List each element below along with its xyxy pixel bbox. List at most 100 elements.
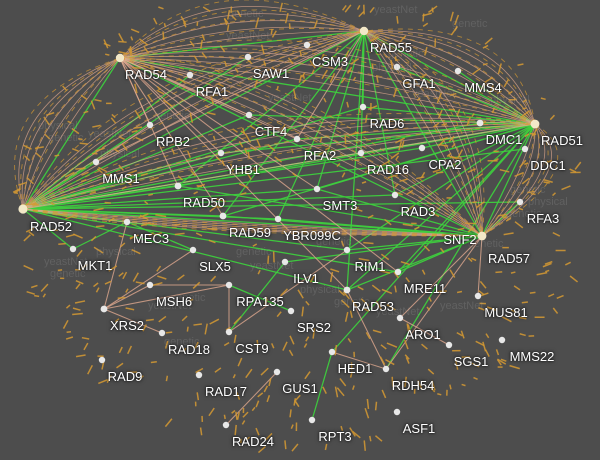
graph-edge <box>399 235 483 319</box>
graph-edge <box>477 235 483 297</box>
graph-node-ddc1[interactable] <box>521 145 529 153</box>
graph-edge <box>126 221 194 251</box>
graph-edge <box>331 351 387 370</box>
graph-node-hed1[interactable] <box>328 348 336 356</box>
graph-node-csm3[interactable] <box>303 41 311 49</box>
graph-edge <box>119 57 536 125</box>
graph-edge <box>22 194 396 210</box>
graph-node-ilv1[interactable] <box>281 258 289 266</box>
graph-edge <box>277 218 483 237</box>
graph-edge <box>22 188 318 210</box>
graph-node-rad54[interactable] <box>115 53 125 63</box>
graph-node-snf2[interactable] <box>477 231 487 241</box>
graph-node-rfa2[interactable] <box>293 135 301 143</box>
graph-node-rad59[interactable] <box>219 212 227 220</box>
graph-edge <box>284 235 483 263</box>
graph-node-yhb1[interactable] <box>217 149 225 157</box>
graph-node-rpa135[interactable] <box>225 281 233 289</box>
graph-node-cst9[interactable] <box>225 328 233 336</box>
graph-node-slx5[interactable] <box>189 246 197 254</box>
graph-edge <box>385 123 536 370</box>
graph-node-mms4[interactable] <box>454 67 462 75</box>
graph-edge <box>22 208 348 291</box>
graph-node-rpb2[interactable] <box>146 121 154 129</box>
graph-node-ybr099c[interactable] <box>274 215 282 223</box>
graph-edge <box>22 57 121 210</box>
graph-edge <box>22 74 191 210</box>
graph-edge <box>346 123 536 251</box>
graph-node-mms22[interactable] <box>498 336 506 344</box>
graph-edge <box>119 57 151 126</box>
graph-node-msh6[interactable] <box>146 281 154 289</box>
graph-edge <box>399 317 450 346</box>
graph-node-sgs1[interactable] <box>445 341 453 349</box>
graph-node-xrs2[interactable] <box>100 305 108 313</box>
graph-edge <box>228 249 348 333</box>
graph-edge <box>225 371 278 426</box>
graph-edge <box>316 30 365 190</box>
graph-node-rad17[interactable] <box>195 371 203 379</box>
graph-node-rad24[interactable] <box>222 421 230 429</box>
graph-node-cpa2[interactable] <box>418 144 426 152</box>
graph-node-rad53[interactable] <box>343 286 351 294</box>
graph-edge <box>363 30 396 196</box>
graph-node-srs2[interactable] <box>287 307 295 315</box>
graph-node-rdh54[interactable] <box>382 365 390 373</box>
graph-node-asf1[interactable] <box>393 408 401 416</box>
graph-edge <box>22 123 536 210</box>
graph-node-gus1[interactable] <box>273 368 281 376</box>
graph-node-rad55[interactable] <box>359 26 369 36</box>
graph-node-rim1[interactable] <box>343 246 351 254</box>
graph-edge <box>22 208 483 237</box>
graph-node-dmc1[interactable] <box>476 119 484 127</box>
graph-edge <box>22 208 74 250</box>
graph-edge <box>103 249 194 310</box>
graph-node-mms1[interactable] <box>92 158 100 166</box>
graph-node-rfa1[interactable] <box>186 71 194 79</box>
graph-node-rad16[interactable] <box>357 149 365 157</box>
graph-edge <box>362 30 365 108</box>
graph-node-smt3[interactable] <box>313 185 321 193</box>
graph-edge <box>385 235 483 370</box>
graph-edge <box>22 148 526 210</box>
graph-node-rad9[interactable] <box>98 356 106 364</box>
graph-edge <box>331 123 536 353</box>
graph-edge <box>103 284 151 310</box>
graph-node-rad52[interactable] <box>18 204 28 214</box>
graph-node-mus81[interactable] <box>474 292 482 300</box>
graph-edge <box>119 30 365 59</box>
graph-node-rfa3[interactable] <box>516 198 524 206</box>
graph-edge <box>95 124 151 163</box>
graph-edge <box>296 30 365 140</box>
graph-node-rad6[interactable] <box>359 103 367 111</box>
graph-node-gfa1[interactable] <box>393 63 401 71</box>
graph-edge <box>119 57 483 237</box>
graph-node-mkt1[interactable] <box>69 245 77 253</box>
graph-edge <box>228 284 292 312</box>
graph-edge <box>394 123 536 196</box>
graph-node-saw1[interactable] <box>244 53 252 61</box>
graph-edge <box>363 30 483 237</box>
graph-node-rad18[interactable] <box>158 329 166 337</box>
graph-edge <box>311 351 333 421</box>
graph-edge <box>177 185 483 237</box>
graph-node-rad3[interactable] <box>391 191 399 199</box>
graph-node-mre11[interactable] <box>394 268 402 276</box>
graph-node-rad51[interactable] <box>530 119 540 129</box>
graph-node-rpt3[interactable] <box>308 416 316 424</box>
graph-edge <box>119 57 298 140</box>
graph-node-ctf4[interactable] <box>245 111 253 119</box>
graph-node-mec3[interactable] <box>123 218 131 226</box>
graph-edge <box>72 221 128 250</box>
graph-edge <box>119 57 399 273</box>
node-group <box>18 26 540 429</box>
graph-node-aro1[interactable] <box>396 314 404 322</box>
graph-edge <box>119 57 348 291</box>
graph-edge <box>316 188 483 237</box>
graph-edge <box>22 122 481 210</box>
graph-edge <box>103 308 163 334</box>
graph-edge <box>119 57 318 190</box>
graph-node-rad50[interactable] <box>174 182 182 190</box>
